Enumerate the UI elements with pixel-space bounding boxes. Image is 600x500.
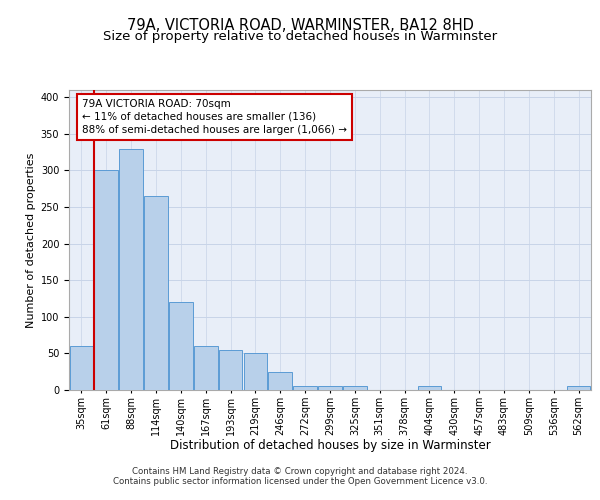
- Bar: [70, 346, 93, 390]
- Bar: [119, 148, 143, 390]
- Y-axis label: Number of detached properties: Number of detached properties: [26, 152, 37, 328]
- Bar: [293, 386, 317, 390]
- Bar: [169, 302, 193, 390]
- Text: Contains HM Land Registry data © Crown copyright and database right 2024.: Contains HM Land Registry data © Crown c…: [132, 467, 468, 476]
- Bar: [144, 196, 168, 390]
- Text: 79A VICTORIA ROAD: 70sqm
← 11% of detached houses are smaller (136)
88% of semi-: 79A VICTORIA ROAD: 70sqm ← 11% of detach…: [82, 99, 347, 135]
- Bar: [244, 354, 267, 390]
- Bar: [194, 346, 218, 390]
- Bar: [567, 386, 590, 390]
- Bar: [318, 386, 342, 390]
- Bar: [219, 350, 242, 390]
- Bar: [268, 372, 292, 390]
- Bar: [343, 386, 367, 390]
- Bar: [418, 386, 441, 390]
- Text: Size of property relative to detached houses in Warminster: Size of property relative to detached ho…: [103, 30, 497, 43]
- Text: Contains public sector information licensed under the Open Government Licence v3: Contains public sector information licen…: [113, 477, 487, 486]
- Bar: [94, 170, 118, 390]
- X-axis label: Distribution of detached houses by size in Warminster: Distribution of detached houses by size …: [170, 439, 490, 452]
- Text: 79A, VICTORIA ROAD, WARMINSTER, BA12 8HD: 79A, VICTORIA ROAD, WARMINSTER, BA12 8HD: [127, 18, 473, 32]
